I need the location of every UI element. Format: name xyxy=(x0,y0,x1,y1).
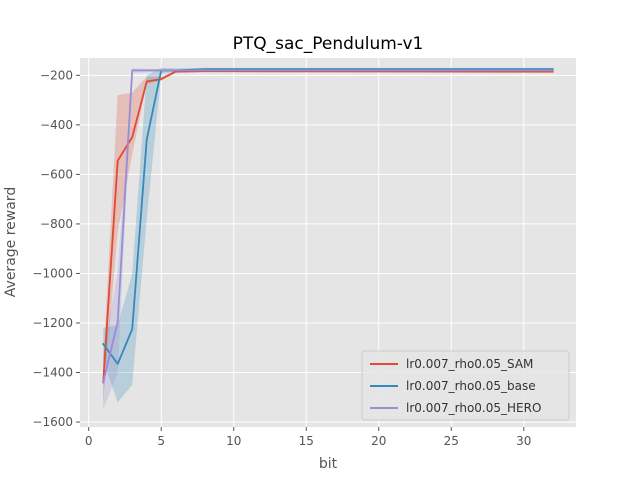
x-tick-label: 10 xyxy=(226,434,241,448)
x-tick-label: 20 xyxy=(371,434,386,448)
y-tick-label: −1000 xyxy=(32,266,73,280)
x-tick-label: 25 xyxy=(444,434,459,448)
y-axis-ticks: −1600 −1400 −1200 −1000 −800 −600 −400 −200 xyxy=(32,68,80,429)
y-tick-label: −400 xyxy=(40,118,73,132)
legend-label: lr0.007_rho0.05_SAM xyxy=(406,357,533,371)
series-lines xyxy=(101,68,554,384)
x-tick-label: 0 xyxy=(85,434,93,448)
x-tick-label: 15 xyxy=(299,434,314,448)
confidence-bands xyxy=(103,67,553,410)
legend-box xyxy=(361,350,570,421)
series-line-3 xyxy=(102,69,554,384)
confidence-band-series-2 xyxy=(103,67,553,403)
y-axis-label: Average reward xyxy=(3,187,19,297)
y-tick-label: −600 xyxy=(40,167,73,181)
legend: lr0.007_rho0.05_SAM lr0.007_rho0.05_basel… xyxy=(361,350,570,421)
legend-label: lr0.007_rho0.05_HERO xyxy=(406,401,541,415)
series-line-2 xyxy=(101,68,554,365)
chart-title: PTQ_sac_Pendulum-v1 xyxy=(233,34,424,54)
y-tick-label: −1200 xyxy=(32,316,73,330)
y-tick-label: −800 xyxy=(40,217,73,231)
legend-label: lr0.007_rho0.05_base xyxy=(406,379,536,393)
x-axis-label: bit xyxy=(319,456,338,472)
y-tick-label: −200 xyxy=(40,68,73,82)
x-axis-ticks: 0 5 10 15 20 25 30 xyxy=(85,427,531,448)
x-tick-label: 5 xyxy=(157,434,165,448)
y-tick-label: −1400 xyxy=(32,366,73,380)
y-tick-label: −1600 xyxy=(32,415,73,429)
x-tick-label: 30 xyxy=(516,434,531,448)
